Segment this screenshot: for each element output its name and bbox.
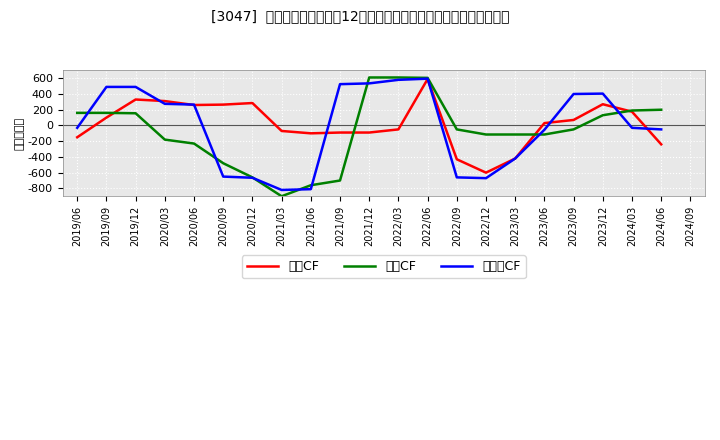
- Line: フリーCF: フリーCF: [77, 79, 661, 190]
- フリーCF: [248, 175, 257, 180]
- 投資CF: [336, 178, 344, 183]
- 投資CF: [219, 161, 228, 166]
- 営業CF: [189, 103, 198, 108]
- 営業CF: [102, 115, 111, 120]
- フリーCF: [365, 81, 374, 86]
- 営業CF: [423, 77, 432, 82]
- Line: 投資CF: 投資CF: [77, 77, 661, 196]
- 営業CF: [336, 130, 344, 135]
- 投資CF: [423, 75, 432, 81]
- 営業CF: [452, 157, 461, 162]
- 投資CF: [657, 107, 665, 112]
- 営業CF: [570, 117, 578, 123]
- 投資CF: [540, 132, 549, 137]
- 投資CF: [131, 110, 140, 116]
- 営業CF: [277, 128, 286, 134]
- フリーCF: [161, 101, 169, 106]
- フリーCF: [482, 176, 490, 181]
- Y-axis label: （百万円）: （百万円）: [15, 117, 25, 150]
- 投資CF: [452, 127, 461, 132]
- 投資CF: [365, 75, 374, 80]
- フリーCF: [102, 84, 111, 90]
- フリーCF: [511, 156, 520, 161]
- 投資CF: [73, 110, 81, 116]
- 投資CF: [161, 137, 169, 142]
- 営業CF: [511, 156, 520, 161]
- フリーCF: [598, 91, 607, 96]
- 営業CF: [365, 130, 374, 135]
- 投資CF: [189, 141, 198, 146]
- Line: 営業CF: 営業CF: [77, 79, 661, 172]
- 営業CF: [628, 109, 636, 114]
- フリーCF: [540, 127, 549, 132]
- 営業CF: [482, 170, 490, 175]
- 営業CF: [131, 97, 140, 102]
- フリーCF: [657, 127, 665, 132]
- 投資CF: [248, 175, 257, 180]
- フリーCF: [394, 77, 402, 82]
- 営業CF: [307, 131, 315, 136]
- 投資CF: [628, 108, 636, 113]
- 営業CF: [540, 121, 549, 126]
- 投資CF: [277, 194, 286, 199]
- Text: [3047]  キャッシュフローの12か月移動合計の対前年同期増減額の推移: [3047] キャッシュフローの12か月移動合計の対前年同期増減額の推移: [211, 9, 509, 23]
- フリーCF: [423, 76, 432, 81]
- フリーCF: [307, 187, 315, 192]
- 営業CF: [161, 99, 169, 104]
- 営業CF: [219, 102, 228, 107]
- フリーCF: [131, 84, 140, 90]
- 投資CF: [102, 110, 111, 116]
- 営業CF: [73, 135, 81, 140]
- 投資CF: [394, 75, 402, 80]
- 営業CF: [657, 142, 665, 147]
- 営業CF: [248, 100, 257, 106]
- 投資CF: [570, 127, 578, 132]
- フリーCF: [219, 174, 228, 179]
- フリーCF: [73, 125, 81, 131]
- 投資CF: [598, 113, 607, 118]
- 投資CF: [307, 183, 315, 188]
- フリーCF: [570, 92, 578, 97]
- 投資CF: [482, 132, 490, 137]
- 投資CF: [511, 132, 520, 137]
- フリーCF: [277, 187, 286, 193]
- 営業CF: [394, 127, 402, 132]
- Legend: 営業CF, 投資CF, フリーCF: 営業CF, 投資CF, フリーCF: [242, 255, 526, 279]
- フリーCF: [628, 125, 636, 131]
- 営業CF: [598, 102, 607, 107]
- フリーCF: [336, 81, 344, 87]
- フリーCF: [189, 102, 198, 107]
- フリーCF: [452, 175, 461, 180]
